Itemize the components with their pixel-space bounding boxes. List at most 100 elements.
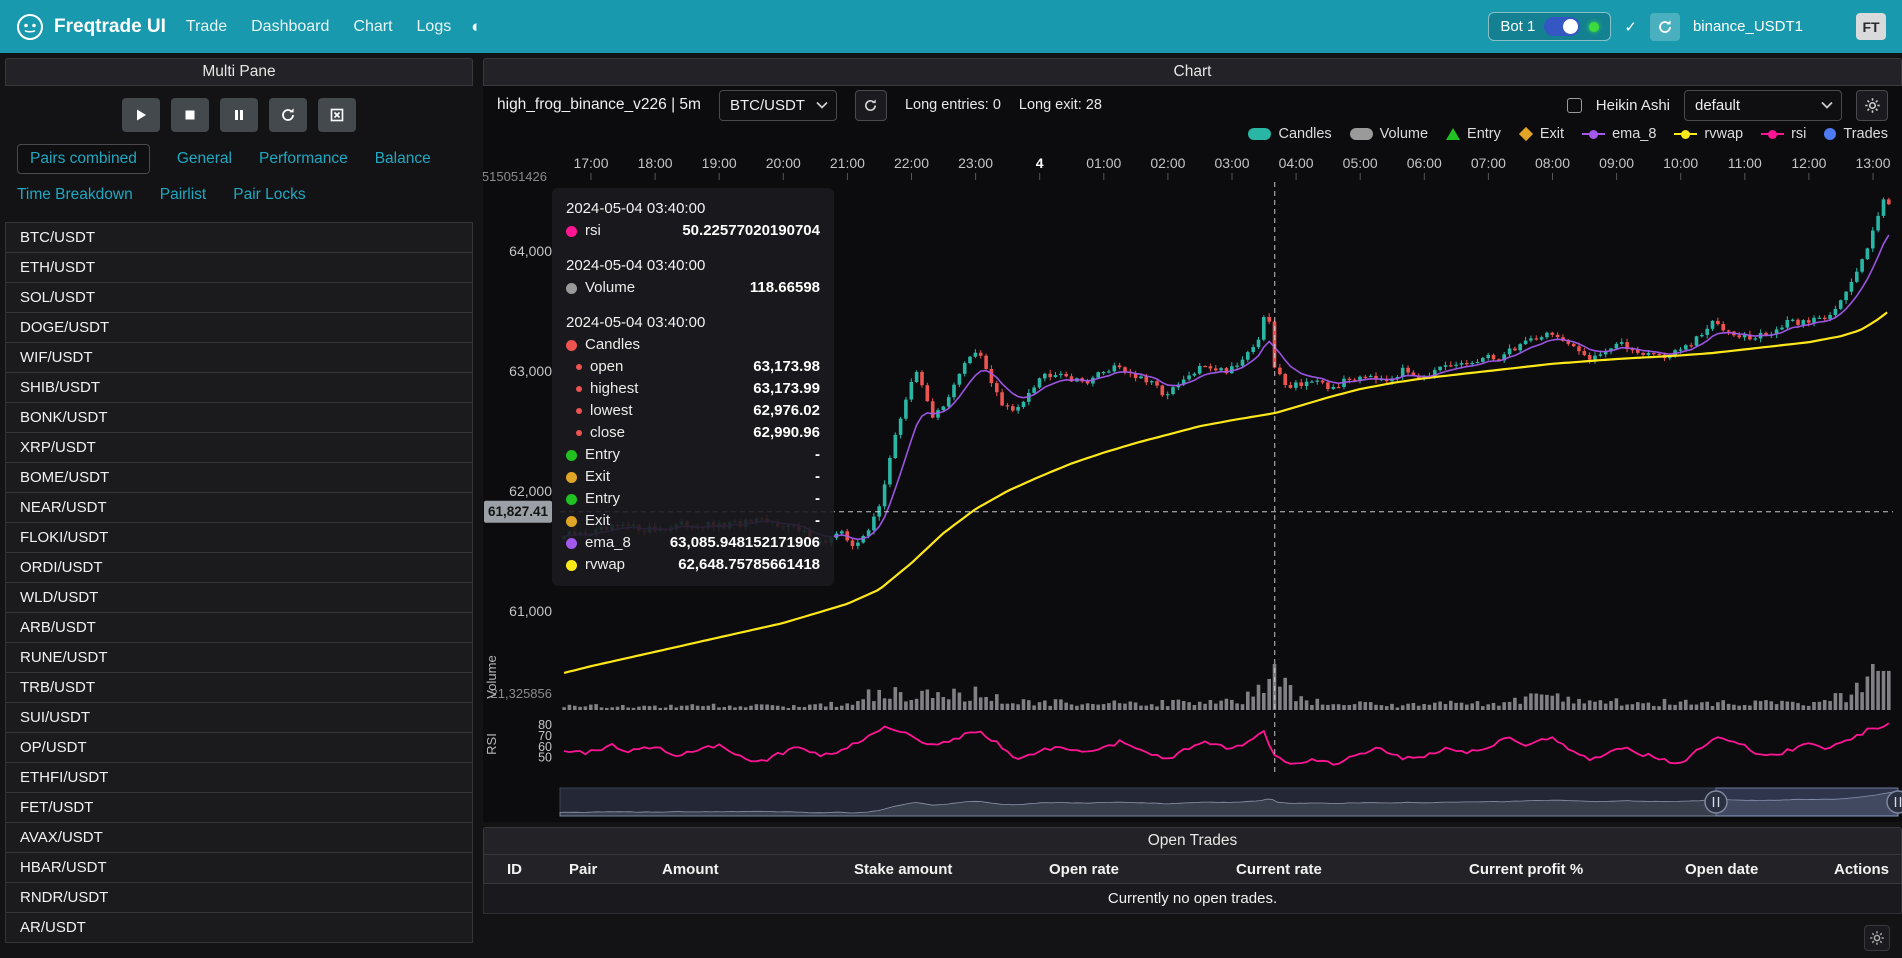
nav-link-dashboard[interactable]: Dashboard <box>251 17 330 35</box>
pair-list-item[interactable]: SOL/USDT <box>5 282 473 313</box>
series-color-dot <box>576 430 582 436</box>
nav-link-chart[interactable]: Chart <box>353 17 393 35</box>
tab-pair-locks[interactable]: Pair Locks <box>233 186 306 203</box>
theme-toggle-icon[interactable]: ◐ <box>471 16 482 36</box>
tooltip-value: - <box>815 446 820 463</box>
bot-toggle[interactable] <box>1544 17 1581 36</box>
pair-list-item[interactable]: AR/USDT <box>5 912 473 943</box>
pair-list-item[interactable]: FLOKI/USDT <box>5 522 473 553</box>
tooltip-label: Candles <box>585 336 641 353</box>
pair-list-item[interactable]: RNDR/USDT <box>5 882 473 913</box>
datazoom-track[interactable] <box>559 787 1899 817</box>
series-color-dot <box>576 364 582 370</box>
pair-list-item[interactable]: OP/USDT <box>5 732 473 763</box>
pair-list-item[interactable]: BONK/USDT <box>5 402 473 433</box>
reload-config-button[interactable] <box>269 98 307 132</box>
tooltip-value: 62,648.75785661418 <box>678 556 820 573</box>
empty-trades-text: Currently no open trades. <box>1107 890 1278 907</box>
svg-text:02:00: 02:00 <box>1150 155 1185 171</box>
price-chart[interactable]: 17:00 18:00 19:00 20:00 21:00 22:00 23:00 4 01:0… <box>483 124 1902 822</box>
legend-item-entry[interactable]: Entry <box>1446 126 1501 142</box>
pause-button[interactable] <box>220 98 258 132</box>
chart-refresh-button[interactable] <box>854 89 887 121</box>
legend-item-rvwap[interactable]: rvwap <box>1674 126 1743 142</box>
brand[interactable]: Freqtrade UI <box>16 13 166 41</box>
rsi-line <box>563 722 1890 766</box>
pair-list-item[interactable]: TRB/USDT <box>5 672 473 703</box>
legend-item-trades[interactable]: Trades <box>1824 126 1888 142</box>
series-color-dot <box>566 493 577 505</box>
pair-list-item[interactable]: NEAR/USDT <box>5 492 473 523</box>
long-exits-label: Long exit: 28 <box>1018 97 1102 113</box>
tab-time-breakdown[interactable]: Time Breakdown <box>17 186 133 203</box>
plot-settings-button[interactable] <box>1856 89 1888 121</box>
trades-settings-button[interactable] <box>1864 925 1890 951</box>
nav-link-trade[interactable]: Trade <box>185 17 228 35</box>
tooltip-label: open <box>590 358 624 375</box>
plot-config-select[interactable]: default <box>1684 89 1842 121</box>
pair-list-item[interactable]: SUI/USDT <box>5 702 473 733</box>
pair-select[interactable]: BTC/USDT <box>718 89 837 121</box>
chart-canvas[interactable]: Candles Volume Entry Exit ema_8 rvwap rsi Trade… <box>483 124 1902 822</box>
pair-list-item[interactable]: FET/USDT <box>5 792 473 823</box>
legend-item-ema-8[interactable]: ema_8 <box>1582 126 1656 142</box>
column-header-actions: Actions <box>1834 860 1890 878</box>
start-button[interactable] <box>122 98 160 132</box>
pair-list-item[interactable]: WIF/USDT <box>5 342 473 373</box>
multi-pane-header: Multi Pane <box>5 58 473 86</box>
tab-pairs-combined[interactable]: Pairs combined <box>17 144 150 174</box>
stop-button[interactable] <box>171 98 209 132</box>
tooltip-section: 2024-05-04 03:40:00 rsi 50.22577020190704 <box>566 198 820 242</box>
pair-list-item[interactable]: WLD/USDT <box>5 582 473 613</box>
legend-item-exit[interactable]: Exit <box>1518 126 1564 142</box>
nav-link-logs[interactable]: Logs <box>416 17 452 35</box>
check-icon: ✓ <box>1624 18 1637 36</box>
tab-general[interactable]: General <box>176 150 232 167</box>
svg-text:05:00: 05:00 <box>1343 155 1378 171</box>
pair-list-item[interactable]: XRP/USDT <box>5 432 473 463</box>
svg-text:04:00: 04:00 <box>1279 155 1314 171</box>
tooltip-date: 2024-05-04 03:40:00 <box>566 257 706 274</box>
pair-list-item[interactable]: BTC/USDT <box>5 222 473 253</box>
svg-text:64,000: 64,000 <box>509 243 552 259</box>
tooltip-value: 50.22577020190704 <box>682 222 820 239</box>
series-color-dot <box>566 537 577 549</box>
column-header-amount: Amount <box>662 860 719 878</box>
tooltip-row-volume: Volume 118.66598 <box>566 277 820 299</box>
datazoom-handle-left[interactable] <box>1704 790 1728 814</box>
force-exit-button[interactable] <box>318 98 356 132</box>
tab-pairlist[interactable]: Pairlist <box>159 186 207 203</box>
tab-performance[interactable]: Performance <box>258 150 348 167</box>
tooltip-label: rsi <box>585 222 601 239</box>
pair-list-item[interactable]: ORDI/USDT <box>5 552 473 583</box>
legend-item-rsi[interactable]: rsi <box>1761 126 1806 142</box>
legend-item-volume[interactable]: Volume <box>1349 126 1429 142</box>
pair-list-item[interactable]: SHIB/USDT <box>5 372 473 403</box>
legend-label: ema_8 <box>1612 126 1657 142</box>
pair-list-item[interactable]: ARB/USDT <box>5 612 473 643</box>
legend-marker <box>1582 128 1606 140</box>
tooltip-row-highest: highest 63,173.99 <box>566 378 820 400</box>
legend-label: Volume <box>1379 126 1429 142</box>
pair-list-item[interactable]: RUNE/USDT <box>5 642 473 673</box>
tab-balance[interactable]: Balance <box>374 150 431 167</box>
pair-list-item[interactable]: HBAR/USDT <box>5 852 473 883</box>
user-avatar[interactable]: FT <box>1856 13 1886 40</box>
pair-list-item[interactable]: ETH/USDT <box>5 252 473 283</box>
pair-list-item[interactable]: BOME/USDT <box>5 462 473 493</box>
tooltip-value: 62,990.96 <box>753 424 820 441</box>
legend-item-candles[interactable]: Candles <box>1248 126 1332 142</box>
datazoom-handle-right[interactable] <box>1886 790 1902 814</box>
toolbar-right: Heikin Ashi default <box>1566 89 1888 121</box>
refresh-button[interactable] <box>1649 12 1680 41</box>
bot-controls <box>5 98 473 132</box>
heikin-ashi-checkbox[interactable] <box>1566 97 1582 113</box>
pair-list-item[interactable]: AVAX/USDT <box>5 822 473 853</box>
svg-text:60: 60 <box>538 740 552 754</box>
pair-list-item[interactable]: DOGE/USDT <box>5 312 473 343</box>
exchange-account-label[interactable]: binance_USDT1 <box>1692 18 1803 35</box>
datazoom-navigator <box>559 787 1902 817</box>
bot-selector[interactable]: Bot 1 <box>1488 12 1612 41</box>
datazoom-selection[interactable] <box>1715 787 1899 817</box>
pair-list-item[interactable]: ETHFI/USDT <box>5 762 473 793</box>
